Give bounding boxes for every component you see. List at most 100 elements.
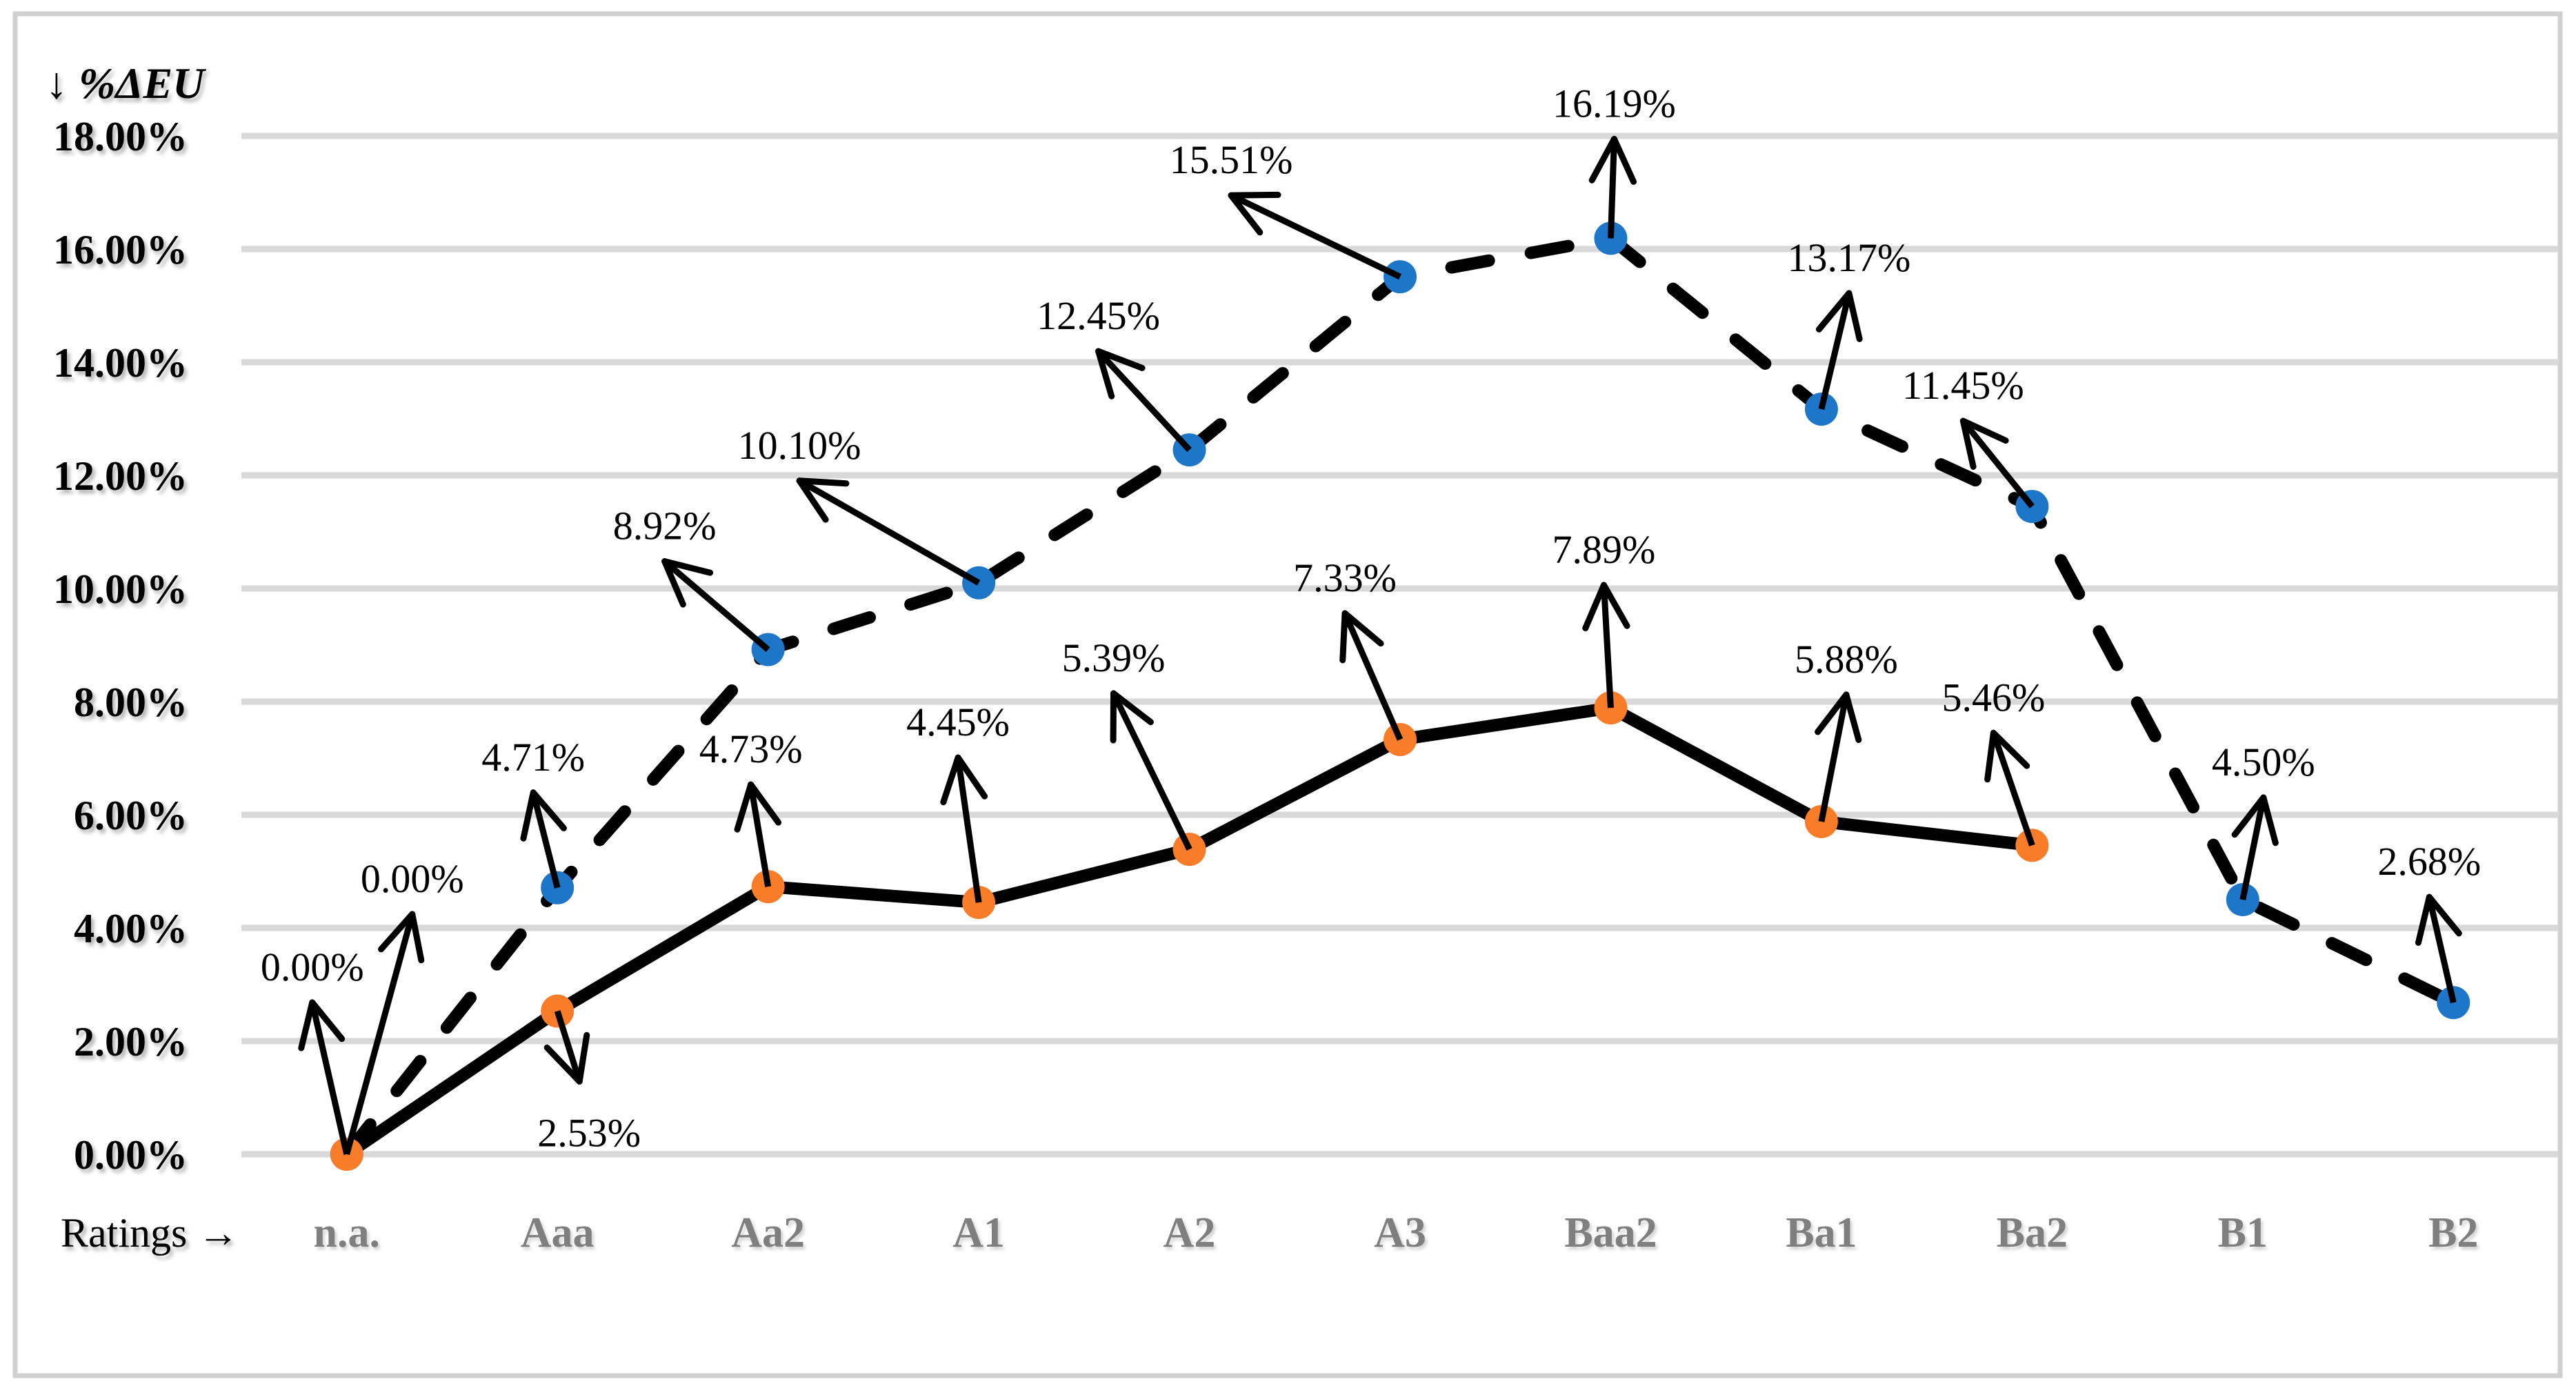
data-label: 4.73% <box>699 726 803 771</box>
data-label: 5.39% <box>1062 635 1166 680</box>
label-arrowhead <box>520 789 537 842</box>
label-arrowhead <box>1815 691 1850 735</box>
label-arrow-line <box>530 791 561 889</box>
label-arrowhead <box>2415 893 2433 946</box>
label-arrow-line <box>2239 797 2267 900</box>
label-arrowhead <box>1110 690 1154 726</box>
label-arrowhead <box>309 999 346 1042</box>
x-category-label: A3 <box>1374 1209 1426 1256</box>
y-tick-label: 16.00% <box>53 227 188 273</box>
data-label: 10.10% <box>738 423 861 468</box>
label-arrow-line <box>1110 692 1192 851</box>
x-category-label: Ba2 <box>1997 1209 2068 1256</box>
x-axis-caption: Ratings → <box>61 1210 239 1256</box>
data-label: 5.88% <box>1795 637 1898 682</box>
label-arrowhead <box>1846 290 1863 342</box>
label-arrow-line <box>309 1002 350 1155</box>
data-label: 13.17% <box>1787 235 1910 280</box>
y-tick-label: 8.00% <box>74 680 188 725</box>
data-label: 15.51% <box>1170 137 1293 182</box>
label-arrow-line <box>1607 139 1617 239</box>
label-arrowhead <box>1582 582 1607 632</box>
label-arrowhead <box>2231 794 2267 838</box>
label-arrow-line <box>1818 293 1853 410</box>
label-arrowhead <box>1610 135 1637 185</box>
x-category-label: Aaa <box>521 1209 595 1256</box>
label-arrowhead <box>409 911 425 964</box>
x-category-label: Ba1 <box>1786 1209 1857 1256</box>
y-tick-label: 6.00% <box>74 793 188 838</box>
chart-dynamic-layer: 0.00% 2.00% 4.00% 6.00% 8.00% 10.00% 12.00% 14.… <box>12 11 2563 1378</box>
label-arrowhead <box>796 477 850 487</box>
label-arrow-line <box>1990 731 2035 847</box>
data-label: 16.19% <box>1552 81 1676 126</box>
label-arrow-line <box>1960 419 2035 508</box>
label-arrow-line <box>2426 896 2457 1004</box>
data-label: 2.53% <box>537 1111 641 1156</box>
x-category-label: n.a. <box>313 1209 379 1256</box>
label-arrowhead <box>378 911 416 953</box>
x-category-label: B2 <box>2428 1209 2478 1256</box>
label-arrowhead <box>1600 582 1630 629</box>
data-label: 7.89% <box>1552 527 1656 572</box>
label-arrow-line <box>554 1010 583 1082</box>
label-arrowhead <box>1339 610 1348 664</box>
y-tick-label: 2.00% <box>74 1019 188 1065</box>
label-arrowhead <box>2260 794 2279 847</box>
label-arrowhead <box>1959 417 2009 444</box>
y-tick-label: 14.00% <box>53 340 188 386</box>
label-arrowhead <box>298 999 316 1051</box>
data-label: 8.92% <box>613 504 717 548</box>
label-arrowhead <box>940 754 961 806</box>
label-arrowhead <box>1990 729 2030 769</box>
label-arrow-line <box>1230 192 1401 280</box>
label-arrowhead <box>661 558 686 608</box>
data-label: 7.33% <box>1293 555 1397 600</box>
label-arrow-line <box>1600 584 1614 709</box>
label-arrow-line <box>1818 693 1850 822</box>
y-tick-label: 0.00% <box>74 1132 188 1178</box>
chart-border <box>12 11 2563 1378</box>
data-label: 2.68% <box>2377 839 2481 884</box>
data-label: 0.00% <box>261 944 364 989</box>
y-tick-label: 18.00% <box>53 114 188 159</box>
y-tick-label: 4.00% <box>74 906 188 951</box>
y-axis-title: ↓ %ΔEU <box>46 59 206 108</box>
label-arrowhead <box>1588 135 1617 184</box>
label-arrowhead <box>748 781 782 826</box>
x-category-label: Baa2 <box>1564 1209 1657 1256</box>
label-arrowhead <box>576 1031 590 1085</box>
data-label: 12.45% <box>1037 293 1160 338</box>
y-axis-title-text: %ΔEU <box>68 59 206 108</box>
data-label: 0.00% <box>361 856 464 901</box>
label-arrowhead <box>1959 417 1977 470</box>
y-tick-label: 12.00% <box>53 453 188 499</box>
data-label: 4.50% <box>2212 740 2315 784</box>
series-line-dashed <box>340 232 2460 1160</box>
data-label: 5.46% <box>1941 675 2045 720</box>
label-arrowhead <box>796 477 829 523</box>
x-category-label: B1 <box>2218 1209 2268 1256</box>
label-arrow-line <box>1341 612 1404 741</box>
x-category-label: A2 <box>1164 1209 1216 1256</box>
down-arrow-icon: ↓ <box>46 59 68 108</box>
y-tick-label: 10.00% <box>53 566 188 612</box>
label-arrow-line <box>662 559 770 652</box>
label-arrowhead <box>2426 893 2462 937</box>
data-label: 11.45% <box>1902 363 2024 408</box>
label-arrowhead <box>543 1044 583 1085</box>
label-arrowhead <box>1095 348 1115 399</box>
label-arrowhead <box>1815 290 1853 333</box>
label-arrowhead <box>1095 348 1146 371</box>
label-arrowhead <box>1984 729 1997 783</box>
x-category-label: Aa2 <box>731 1209 805 1256</box>
right-arrow-icon: → <box>197 1210 239 1256</box>
label-arrowhead <box>955 754 988 800</box>
label-arrow-line <box>748 784 772 887</box>
label-arrow-line <box>955 757 982 903</box>
label-arrowhead <box>1341 610 1384 647</box>
x-axis-caption-text: Ratings <box>61 1210 197 1256</box>
label-arrowhead <box>734 781 755 833</box>
